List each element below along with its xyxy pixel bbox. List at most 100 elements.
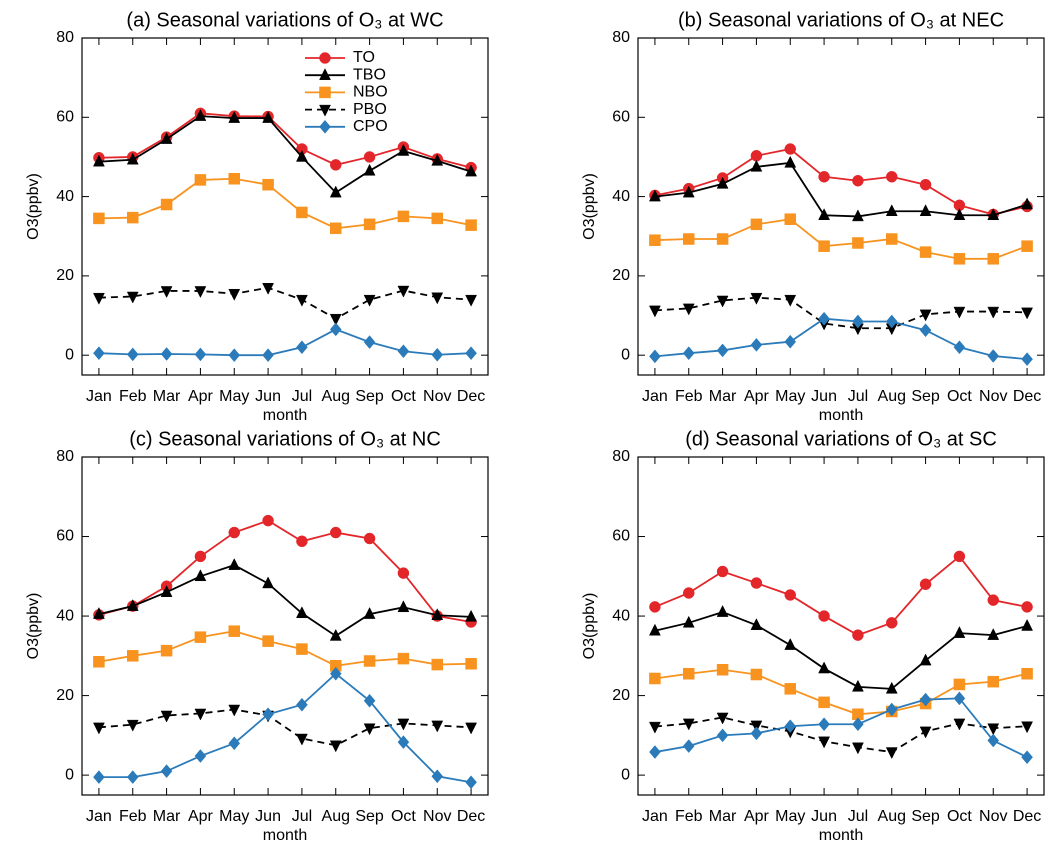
marker <box>93 656 105 668</box>
series-line <box>98 286 472 320</box>
marker <box>363 655 376 667</box>
marker <box>987 306 1000 319</box>
marker <box>1021 601 1033 613</box>
x-tick-label: Oct <box>391 808 416 825</box>
plot-frame <box>637 456 1045 796</box>
x-tick-label: Sep <box>911 808 940 825</box>
marker <box>296 535 308 548</box>
marker <box>683 233 695 245</box>
marker <box>818 696 830 709</box>
marker <box>649 601 661 613</box>
marker <box>919 692 932 707</box>
marker <box>296 643 308 655</box>
marker <box>649 305 661 318</box>
marker <box>784 143 796 155</box>
marker <box>784 294 797 307</box>
x-tick-label: Dec <box>457 808 485 825</box>
marker <box>716 728 729 743</box>
series-line <box>654 317 1028 361</box>
marker <box>1021 352 1033 367</box>
series-line <box>98 672 472 784</box>
marker <box>987 594 999 606</box>
x-tick-label: Jul <box>292 388 312 405</box>
marker <box>363 607 376 619</box>
x-tick-label: Nov <box>423 388 451 405</box>
marker <box>953 340 966 355</box>
y-tick-label: 20 <box>612 687 630 704</box>
marker <box>296 340 308 355</box>
x-tick-label: Jun <box>811 808 837 825</box>
marker <box>160 764 173 779</box>
marker <box>818 208 830 220</box>
marker <box>160 710 173 723</box>
series-line <box>98 564 472 638</box>
marker <box>194 286 207 299</box>
marker <box>885 702 898 717</box>
marker <box>1021 667 1033 680</box>
marker <box>953 691 966 706</box>
x-tick-label: Jun <box>255 808 281 825</box>
marker <box>953 550 966 563</box>
y-tick-label: 80 <box>56 448 74 465</box>
x-tick-label: Mar <box>153 388 181 405</box>
marker <box>716 565 729 578</box>
x-tick-label: Dec <box>1013 388 1041 405</box>
marker <box>885 204 898 217</box>
x-tick-label: Aug <box>878 388 906 405</box>
marker <box>852 629 864 641</box>
series-line <box>98 112 472 169</box>
marker <box>262 111 274 123</box>
plot-frame <box>81 37 489 376</box>
y-axis-label: O3(ppbv) <box>25 593 42 660</box>
marker <box>330 222 342 235</box>
marker <box>431 658 443 671</box>
marker <box>228 736 241 751</box>
y-tick-label: 0 <box>65 766 74 783</box>
marker <box>296 294 308 307</box>
marker <box>296 606 308 619</box>
marker <box>194 631 207 643</box>
legend-label: CPO <box>353 118 388 135</box>
x-tick-label: Aug <box>878 808 906 825</box>
x-tick-label: Feb <box>675 808 703 825</box>
marker <box>319 104 331 117</box>
x-tick-label: Aug <box>322 388 350 405</box>
marker <box>431 608 444 621</box>
y-tick-label: 60 <box>56 528 74 545</box>
x-tick-label: Oct <box>947 808 972 825</box>
marker <box>228 558 241 570</box>
marker <box>465 658 477 670</box>
marker <box>750 618 763 630</box>
marker <box>784 334 797 349</box>
y-tick-label: 0 <box>621 346 630 363</box>
marker <box>228 625 240 637</box>
series-line <box>98 708 472 747</box>
marker <box>818 736 830 749</box>
series-line <box>654 555 1028 637</box>
marker <box>784 683 796 695</box>
marker <box>682 303 695 316</box>
marker <box>363 723 376 736</box>
y-tick-label: 40 <box>56 188 74 205</box>
marker <box>649 721 661 734</box>
marker <box>465 775 477 790</box>
series-line <box>654 611 1028 690</box>
marker <box>852 742 864 755</box>
series-line <box>654 668 1028 716</box>
marker <box>683 587 695 599</box>
marker <box>818 171 830 183</box>
marker <box>784 155 797 168</box>
x-tick-label: Jan <box>642 808 668 825</box>
x-axis-label: month <box>819 827 863 842</box>
marker <box>1021 240 1033 252</box>
y-tick-label: 0 <box>65 346 74 363</box>
marker <box>919 323 932 338</box>
marker <box>296 733 308 746</box>
marker <box>987 723 1000 736</box>
marker <box>329 628 342 641</box>
marker <box>750 720 763 733</box>
marker <box>953 718 966 731</box>
y-tick-label: 80 <box>612 448 630 465</box>
x-tick-label: Oct <box>947 388 972 405</box>
marker <box>682 718 695 731</box>
